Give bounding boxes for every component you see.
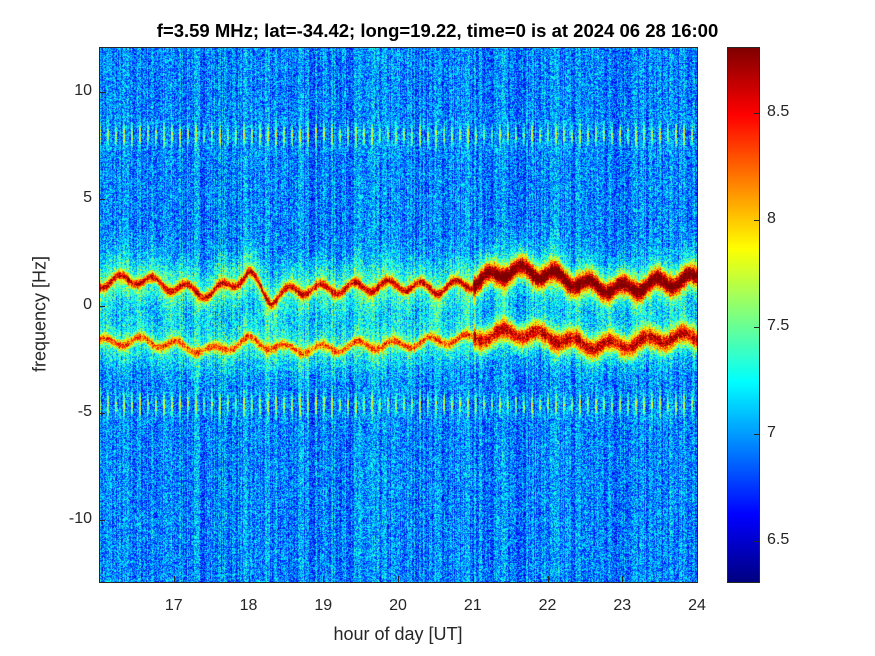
x-tick-mark	[697, 576, 698, 582]
y-tick-label: 0	[83, 295, 92, 313]
y-tick-mark	[99, 519, 105, 521]
x-axis-label: hour of day [UT]	[333, 624, 463, 644]
y-tick-label: -5	[77, 402, 92, 420]
y-tick-label: 10	[74, 81, 92, 99]
x-tick-mark	[173, 576, 175, 582]
colorbar-tick-label: 8	[767, 210, 776, 228]
x-tick-mark	[622, 576, 624, 582]
colorbar-tick-label: 6.5	[767, 531, 790, 549]
colorbar-tick-label: 7.5	[767, 317, 790, 335]
chart-title: f=3.59 MHz; lat=-34.42; long=19.22, time…	[156, 20, 719, 41]
y-axis-label: frequency [Hz]	[29, 255, 50, 373]
colorbar-tick-mark	[754, 220, 759, 222]
x-tick-mark	[472, 576, 474, 582]
x-tick-label: 18	[239, 597, 258, 614]
x-tick-label: 21	[463, 597, 482, 614]
colorbar-tick-label: 8.5	[767, 103, 790, 121]
y-tick-label: -10	[68, 509, 92, 527]
colorbar-tick-mark	[754, 434, 759, 436]
y-tick-label: 5	[83, 188, 92, 206]
x-tick-label: 19	[314, 597, 333, 614]
x-tick-mark	[398, 576, 399, 582]
x-tick-mark	[248, 576, 250, 582]
colorbar-tick-label: 7	[767, 424, 776, 442]
colorbar	[727, 47, 759, 582]
y-tick-mark	[99, 412, 105, 414]
x-tick-label: 17	[164, 597, 183, 614]
spectrogram-heatmap	[99, 47, 697, 582]
y-tick-mark	[99, 198, 105, 200]
x-tick-label: 23	[613, 597, 632, 614]
colorbar-tick-mark	[754, 327, 759, 329]
colorbar-tick-mark	[754, 541, 759, 543]
x-tick-mark	[547, 576, 549, 582]
y-tick-mark	[99, 91, 105, 93]
x-tick-label: 20	[389, 597, 407, 614]
x-tick-mark	[323, 576, 325, 582]
x-tick-label: 24	[688, 597, 706, 614]
x-tick-label: 22	[538, 597, 557, 614]
colorbar-tick-mark	[754, 113, 759, 115]
y-tick-mark	[99, 305, 105, 307]
